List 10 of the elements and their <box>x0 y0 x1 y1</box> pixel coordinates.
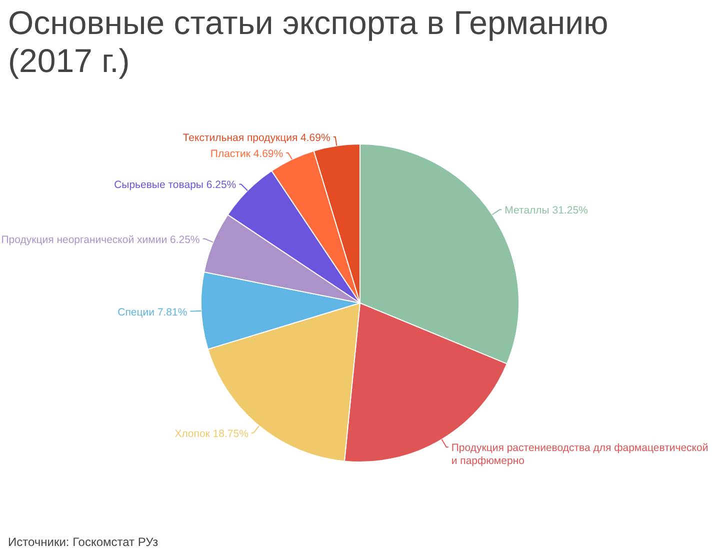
chart-title: Основные статьи экспорта в Германию (2017 г.) <box>8 4 608 79</box>
slice-label: Металлы 31.25% <box>504 204 588 217</box>
slice-label: Специи 7.81% <box>118 306 188 318</box>
text: Источники: Госкомстат РУз <box>8 535 159 549</box>
slice-label: Пластик 4.69% <box>210 148 284 160</box>
slice-label: Хлопок 18.75% <box>174 428 248 440</box>
slice-label: Текстильная продукция 4.69% <box>182 132 330 144</box>
slice-label: Сырьевые товары 6.25% <box>114 179 236 192</box>
slice-label: Продукция неорганической химии 6.25% <box>1 234 200 246</box>
slice-label: Продукция растениеводства для фармацевтической и парфюмерно <box>451 442 708 468</box>
